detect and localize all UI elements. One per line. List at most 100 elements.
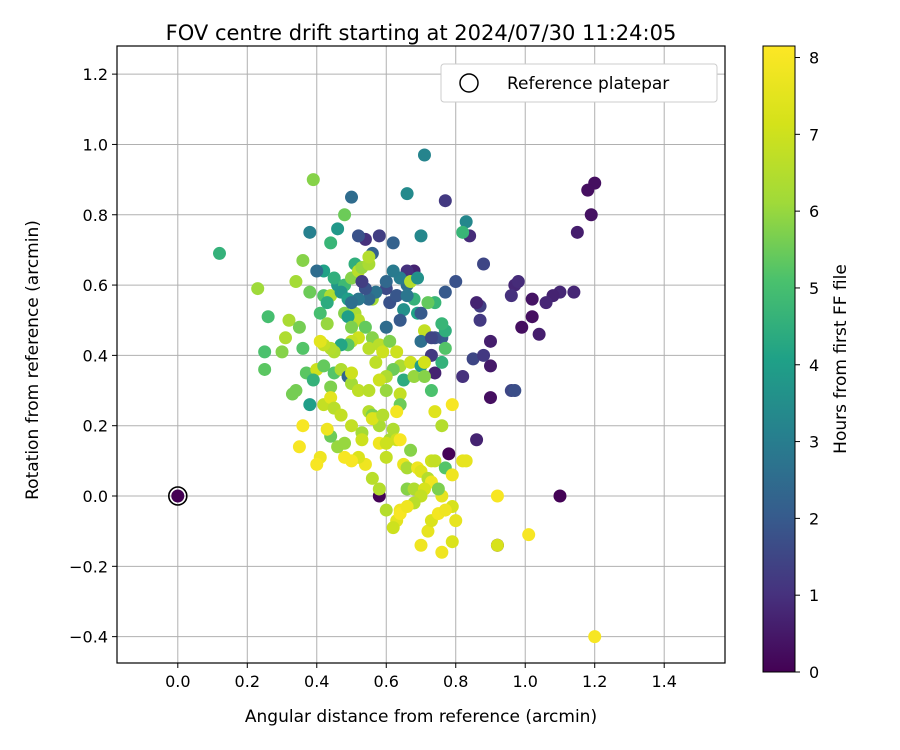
data-point [351,384,365,398]
data-point [379,450,393,464]
data-point [414,229,428,243]
data-point [310,457,324,471]
y-tick-label: 0.2 [83,417,108,436]
data-point [362,341,376,355]
legend-box [440,63,718,103]
x-tick-label: 0.0 [165,672,190,691]
data-point [355,275,369,289]
data-point [379,436,393,450]
data-point [407,369,421,383]
colorbar-tick-label: 3 [809,433,819,452]
x-tick-label: 0.8 [443,672,468,691]
data-point [313,306,327,320]
data-point [372,373,386,387]
data-point [386,264,400,278]
data-point [442,447,456,461]
data-point [365,412,379,426]
data-point [470,296,484,310]
data-point [581,183,595,197]
data-point [320,296,334,310]
data-point [320,317,334,331]
data-point [351,229,365,243]
data-point [428,366,442,380]
colorbar-tick-label: 1 [809,586,819,605]
data-point [584,208,598,222]
data-point [251,282,265,296]
colorbar-ticks: 0 1 2 3 4 5 6 7 8 [795,49,819,682]
y-axis-label: Rotation from reference (arcmin) [23,220,43,500]
colorbar-label: Hours from first FF file [831,264,851,454]
data-point [449,275,463,289]
colorbar-tick-label: 2 [809,509,819,528]
chart-title: FOV centre drift starting at 2024/07/30 … [166,21,677,45]
data-point [345,366,359,380]
data-point [525,292,539,306]
data-point [345,296,359,310]
reference-marker [168,486,188,506]
data-points [171,148,602,644]
colorbar-gradient [762,45,796,673]
data-point [414,538,428,552]
colorbar-tick-label: 4 [809,356,819,375]
data-point [282,313,296,327]
data-point [424,331,438,345]
data-point [258,345,272,359]
data-point [411,271,425,285]
data-point [355,433,369,447]
data-point [435,419,449,433]
data-point [212,246,226,260]
data-point [393,387,407,401]
data-point [421,296,435,310]
x-tick-label: 0.2 [235,672,260,691]
data-point [296,341,310,355]
data-point [393,433,407,447]
data-point [376,345,390,359]
data-point [376,408,390,422]
data-point [372,229,386,243]
y-tick-label: −0.4 [69,628,108,647]
data-point [417,148,431,162]
reference-platepar-marker [168,486,188,506]
legend-label: Reference platepar [507,74,669,94]
data-point [553,489,567,503]
data-point [445,468,459,482]
data-point [338,450,352,464]
data-point [490,489,504,503]
data-point [397,373,411,387]
legend-marker-icon [459,73,479,93]
data-point [390,345,404,359]
data-point [327,271,341,285]
data-point [456,225,470,239]
data-point [285,387,299,401]
data-point [400,187,414,201]
data-point [320,422,334,436]
colorbar-tick-label: 8 [809,49,819,68]
data-point [324,391,338,405]
data-point [466,352,480,366]
data-point [511,275,525,289]
data-point [435,317,449,331]
data-point [275,345,289,359]
data-point [445,535,459,549]
data-point [424,384,438,398]
data-point [372,482,386,496]
data-point [303,285,317,299]
data-point [258,362,272,376]
data-point [292,440,306,454]
data-point [390,405,404,419]
colorbar-tick-label: 0 [809,663,819,682]
data-point [400,289,414,303]
x-tick-label: 0.6 [374,672,399,691]
data-point [386,236,400,250]
data-point [345,190,359,204]
data-point [341,310,355,324]
data-point [435,545,449,559]
data-point [345,320,359,334]
data-point [386,422,400,436]
data-point [421,524,435,538]
data-point [515,320,529,334]
colorbar: 0 1 2 3 4 5 6 7 8 Hours from first FF file [762,45,851,682]
data-point [362,384,376,398]
plot-frame [116,45,726,664]
